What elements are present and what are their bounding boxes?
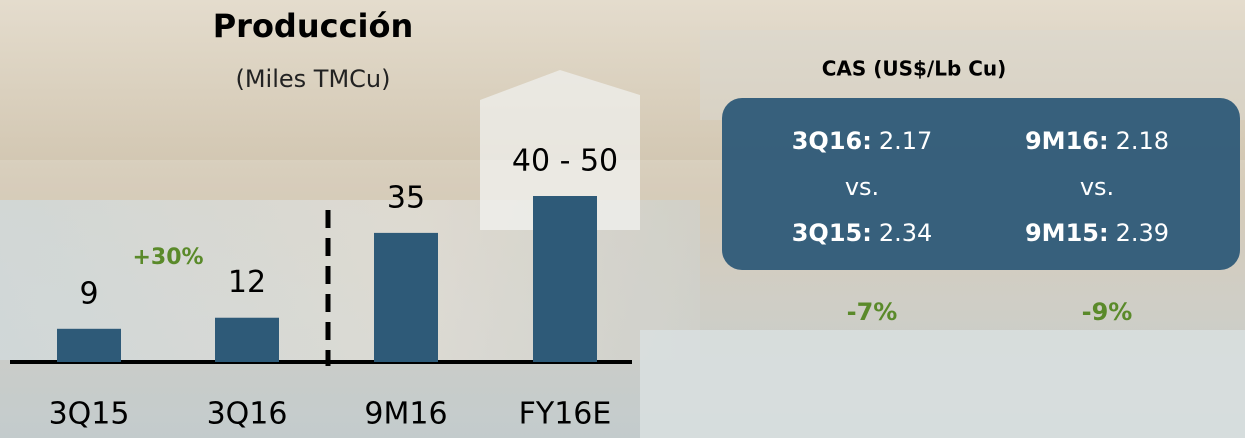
x-tick-label: 3Q15	[49, 397, 130, 432]
period-label: 9M15:	[1025, 219, 1109, 247]
bar	[215, 317, 279, 362]
value-label: 40 - 50	[512, 144, 618, 179]
period-label: 9M16:	[1025, 127, 1109, 155]
x-tick-label: 9M16	[364, 397, 447, 432]
x-tick-label: 3Q16	[207, 397, 288, 432]
production-chart: Producción (Miles TMCu) 3Q15 9 3Q16 12 9M16 3…	[10, 7, 632, 432]
chart-subtitle: (Miles TMCu)	[235, 65, 390, 93]
cas-value: 2.34	[879, 219, 932, 247]
connector: vs.	[845, 173, 879, 201]
cas-change: -9%	[1082, 298, 1133, 326]
connector: vs.	[1080, 173, 1114, 201]
growth-annotation: +30%	[132, 245, 203, 270]
value-label: 12	[228, 265, 266, 300]
value-label: 35	[387, 180, 425, 215]
x-tick-label: FY16E	[519, 397, 612, 432]
value-label: 9	[79, 276, 98, 311]
cas-value: 2.17	[879, 127, 932, 155]
current-cas: 9M16: 2.18	[1025, 127, 1169, 155]
cas-value: 2.39	[1116, 219, 1169, 247]
cas-box	[722, 98, 1240, 270]
previous-cas: 3Q15: 2.34	[792, 219, 933, 247]
bar	[57, 328, 121, 362]
previous-cas: 9M15: 2.39	[1025, 219, 1169, 247]
period-label: 3Q16:	[792, 127, 872, 155]
bar	[533, 196, 597, 362]
chart-title: Producción	[213, 7, 414, 45]
cas-value: 2.18	[1116, 127, 1169, 155]
current-cas: 3Q16: 2.17	[792, 127, 933, 155]
bar	[374, 232, 438, 362]
period-label: 3Q15:	[792, 219, 872, 247]
cas-change: -7%	[847, 298, 898, 326]
cas-title: CAS (US$/Lb Cu)	[822, 57, 1007, 81]
